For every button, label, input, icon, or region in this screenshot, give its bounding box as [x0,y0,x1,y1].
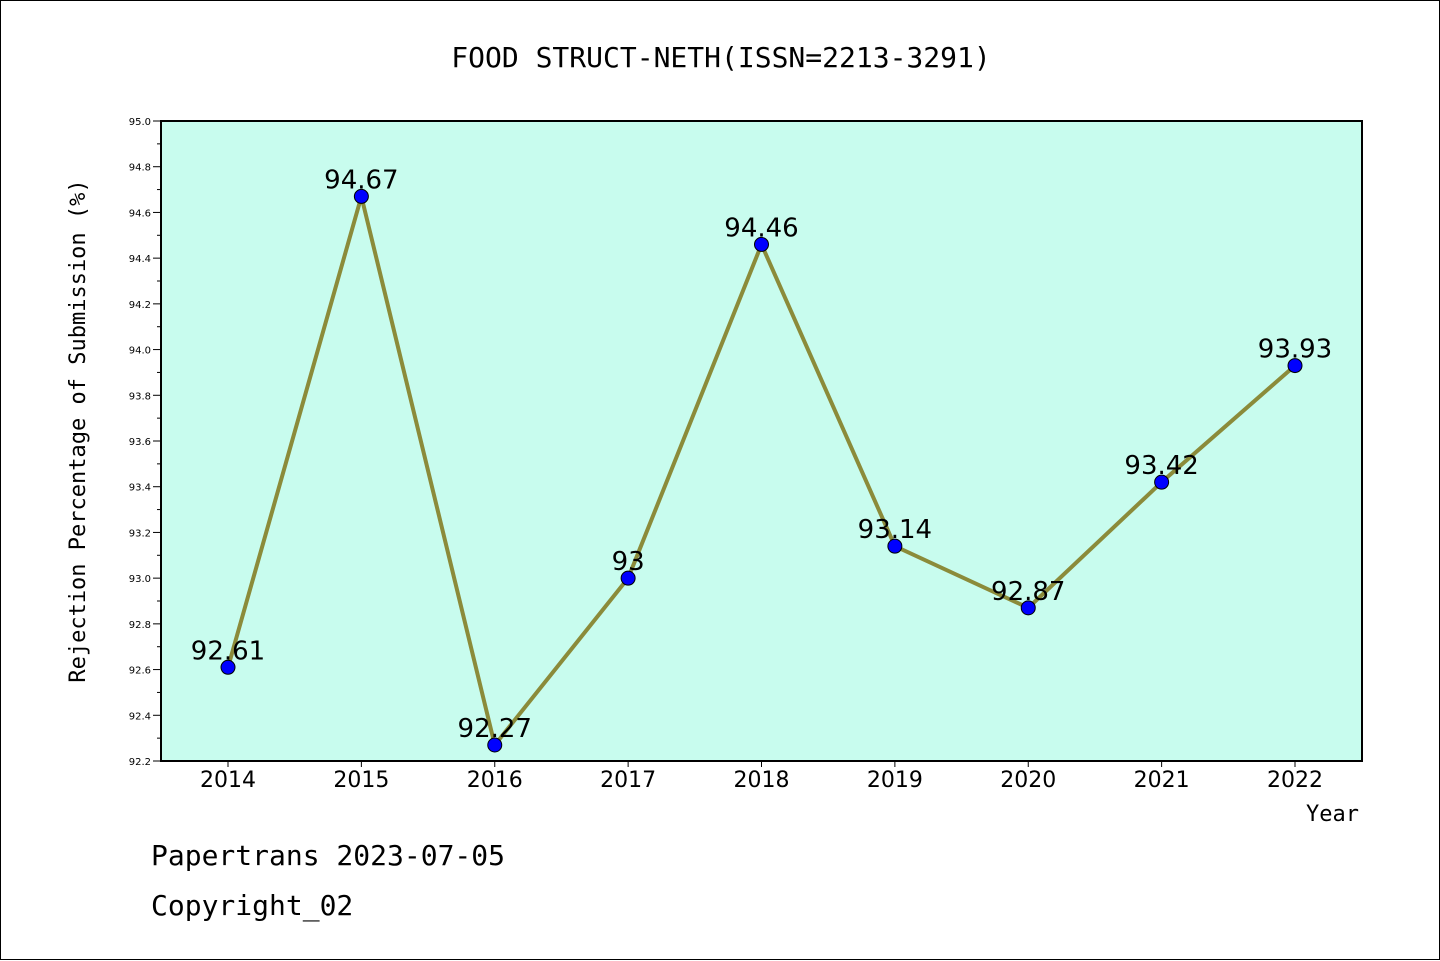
footer-date: Papertrans 2023-07-05 [151,839,505,872]
data-point [620,570,636,586]
chart-title: FOOD STRUCT-NETH(ISSN=2213-3291) [451,41,990,74]
x-tick-label: 2014 [200,768,256,793]
x-tick-label: 2016 [467,768,523,793]
data-label: 92.61 [191,636,265,666]
data-label: 93 [612,547,645,577]
x-tick-label: 2019 [867,768,923,793]
y-tick-label: 92.2 [129,757,151,768]
y-axis-ticks: 92.2 92.4 92.6 92.8 93.0 93.2 93.4 93.6 93.8 94.0… [129,117,161,768]
x-tick-label: 2015 [333,768,389,793]
data-point [353,188,369,204]
y-axis-label: Rejection Percentage of Submission (%) [66,179,91,682]
y-tick-label: 94.0 [129,346,151,357]
y-tick-label: 93.2 [129,528,151,539]
data-point [1154,474,1170,490]
y-tick-label: 94.6 [129,208,151,219]
y-tick-label: 93.8 [129,391,151,402]
y-tick-label: 94.4 [129,254,151,265]
x-tick-label: 2021 [1134,768,1190,793]
data-point [887,538,903,554]
y-tick-label: 93.6 [129,437,151,448]
y-tick-label: 92.6 [129,666,151,677]
data-label: 93.93 [1258,335,1332,365]
data-label: 92.27 [458,714,532,744]
y-tick-label: 95.0 [129,117,151,128]
y-tick-label: 92.4 [129,711,151,722]
y-tick-label: 94.8 [129,163,151,174]
data-point [1287,358,1303,374]
y-tick-label: 93.0 [129,574,151,585]
x-tick-label: 2022 [1267,768,1323,793]
y-tick-label: 92.8 [129,620,151,631]
data-label: 94.46 [724,213,798,243]
x-axis-label: Year [1306,802,1359,827]
footer-copyright: Copyright_02 [151,889,353,923]
y-tick-label: 94.2 [129,300,151,311]
y-tick-label: 93.4 [129,483,151,494]
x-tick-label: 2018 [734,768,790,793]
x-tick-label: 2017 [600,768,656,793]
data-point [487,737,503,753]
data-labels: 92.61 94.67 92.27 93 94.46 93.14 92.87 93.42 93.… [191,165,1332,744]
x-axis-ticks: 2014 2015 2016 2017 2018 2019 2020 2021 2022 [200,761,1323,793]
data-label: 92.87 [991,577,1065,607]
data-label: 93.14 [858,515,932,545]
data-label: 94.67 [324,165,398,195]
data-points [220,188,1303,753]
data-point [1020,600,1036,616]
data-point [220,659,236,675]
data-label: 93.42 [1124,451,1198,481]
x-tick-label: 2020 [1000,768,1056,793]
plot-area [160,120,1363,762]
data-point [754,236,769,252]
